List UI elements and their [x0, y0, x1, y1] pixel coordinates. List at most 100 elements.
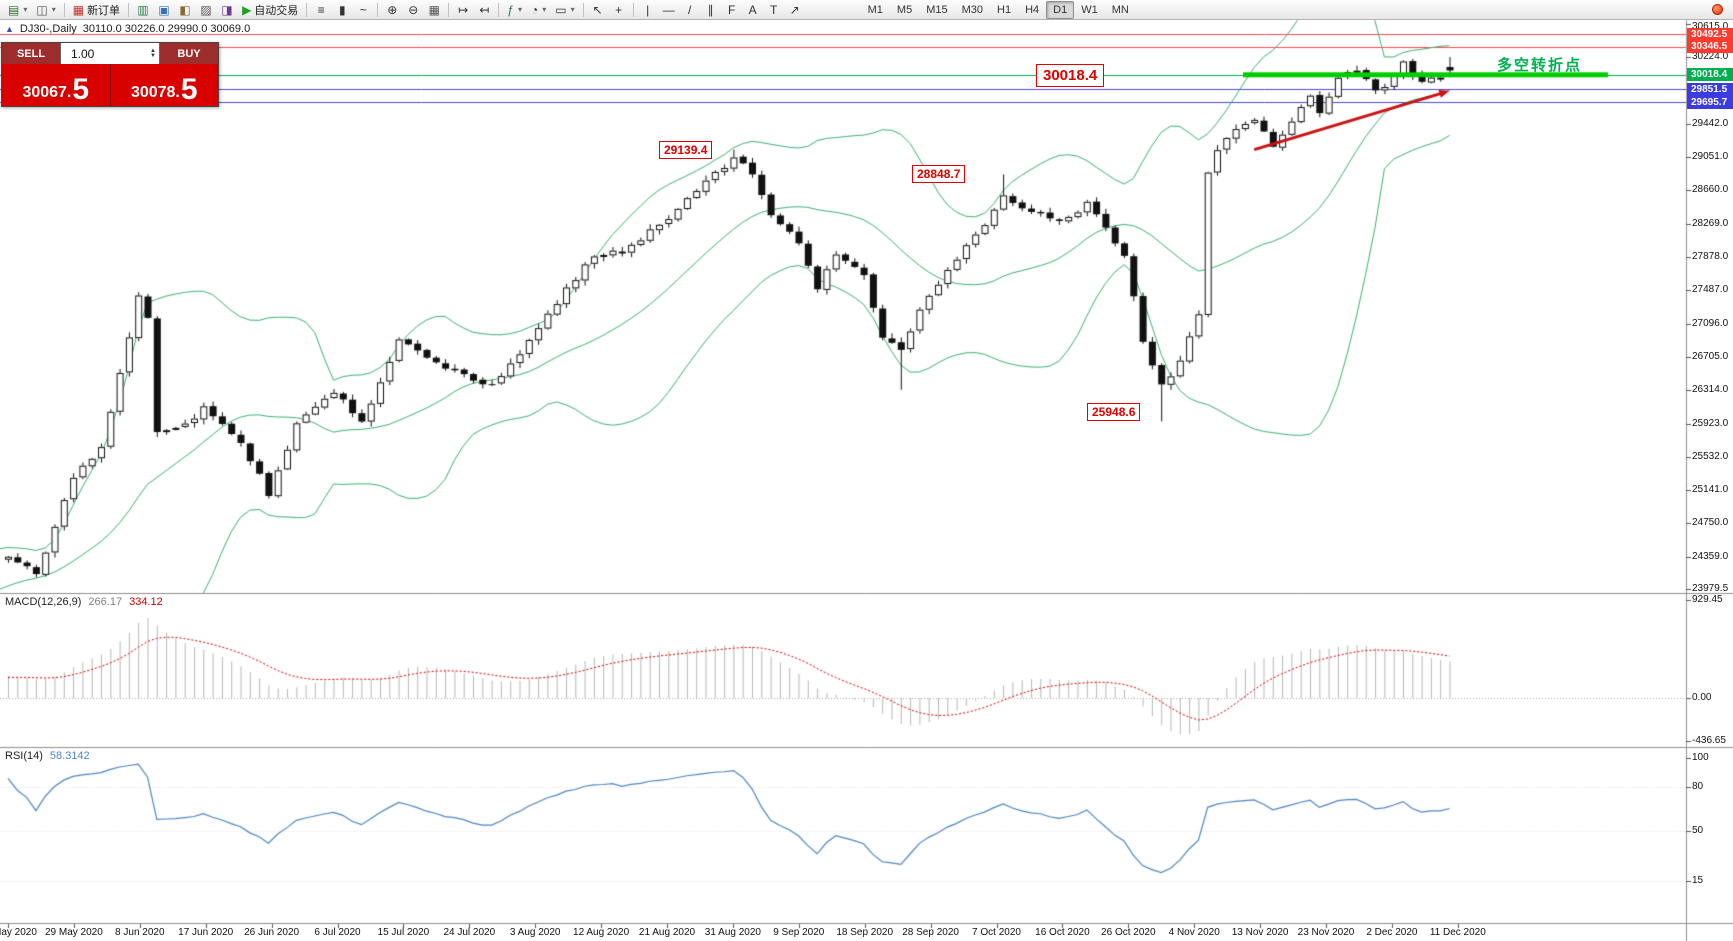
templates-button[interactable]: ▭ ▾: [551, 1, 578, 19]
indicators-button[interactable]: ƒ ▾: [503, 1, 526, 19]
toolbar-separator: [63, 2, 65, 17]
new-order-label: 新订单: [87, 4, 121, 17]
volume-field[interactable]: 1.00 ▲ ▼: [60, 43, 160, 64]
chart-shift-icon: ↤: [479, 2, 490, 17]
price-tag: 30346.5: [1687, 40, 1733, 54]
equidistant-channel-icon: ∥: [707, 2, 714, 17]
strategy-tester-button[interactable]: ◨: [217, 1, 237, 19]
timeframe-mn[interactable]: MN: [1111, 3, 1129, 16]
toolbar-separator: [448, 2, 450, 17]
terminal-icon: ▨: [200, 2, 212, 17]
trend-line-icon: /: [687, 2, 692, 17]
macd-main-value: 266.17: [88, 596, 123, 608]
periods-button[interactable]: ◔ ▾: [527, 1, 550, 19]
alert-icon[interactable]: [1712, 4, 1723, 15]
price-tag: 30018.4: [1687, 68, 1733, 82]
date-axis-label: 11 Dec 2020: [1429, 927, 1486, 938]
arrows-tool-button[interactable]: ↗: [785, 1, 805, 19]
new-chart-button[interactable]: ▤ ▾: [4, 1, 31, 19]
cursor-button[interactable]: ↖: [588, 1, 608, 19]
buy-button[interactable]: BUY: [177, 47, 201, 60]
line-chart-mode-button[interactable]: ~: [353, 1, 373, 19]
date-axis-label: 12 Aug 2020: [573, 927, 630, 938]
dropdown-caret-icon: ▾: [570, 5, 575, 14]
cursor-icon: ↖: [592, 2, 603, 17]
dropdown-caret-icon: ▾: [23, 5, 28, 14]
navigator-icon: ◧: [179, 2, 191, 17]
trend-line-button[interactable]: /: [680, 1, 700, 19]
timeframe-m1[interactable]: M1: [867, 3, 883, 16]
strategy-tester-icon: ◨: [221, 2, 233, 17]
line-chart-mode-icon: ~: [359, 2, 367, 17]
autotrading-button[interactable]: ▶ 自动交易: [238, 1, 302, 19]
timeframe-m30[interactable]: M30: [961, 3, 983, 16]
price-annotation[interactable]: 29139.4: [659, 140, 713, 159]
price-big-digit: 5: [72, 72, 90, 106]
navigator-button[interactable]: ◧: [175, 1, 195, 19]
templates-icon: ▭: [555, 2, 567, 17]
date-axis-label: 17 Jun 2020: [178, 927, 234, 938]
new-order-icon: ▦: [72, 2, 85, 17]
chart-shift-button[interactable]: ↤: [474, 1, 494, 19]
trade-panel-prices: 30067. 5 30078. 5: [2, 64, 218, 106]
zoom-in-button[interactable]: ⊕: [382, 1, 402, 19]
auto-scroll-button[interactable]: ↦: [453, 1, 473, 19]
zoom-out-button[interactable]: ⊖: [403, 1, 423, 19]
new-order-button[interactable]: ▦ 新订单: [69, 1, 124, 19]
date-axis-label: 9 Sep 2020: [773, 927, 825, 938]
timeframe-m15[interactable]: M15: [926, 3, 948, 16]
date-axis-label: 24 Jul 2020: [443, 927, 496, 938]
timeframe-d1[interactable]: D1: [1046, 0, 1075, 19]
date-axis-label: 18 Sep 2020: [836, 927, 894, 938]
timeframe-h4[interactable]: H4: [1025, 3, 1040, 16]
new-chart-icon: ▤: [8, 2, 20, 17]
toolbar-separator: [306, 2, 308, 17]
sell-button[interactable]: SELL: [16, 47, 46, 60]
profiles-button[interactable]: ◫ ▾: [32, 1, 59, 19]
equidistant-channel-button[interactable]: ∥: [701, 1, 721, 19]
axis-label: 23979.5: [1692, 583, 1729, 594]
price-annotation[interactable]: 25948.6: [1087, 403, 1141, 422]
toolbar-separator: [632, 2, 634, 17]
crosshair-button[interactable]: +: [609, 1, 629, 19]
timeframe-w1[interactable]: W1: [1081, 3, 1098, 16]
text-button[interactable]: A: [743, 1, 763, 19]
axis-label: 25923.0: [1692, 417, 1729, 429]
tile-windows-button[interactable]: ▦: [424, 1, 444, 19]
stepper-up-icon[interactable]: ▲: [150, 47, 156, 54]
timeframe-m5[interactable]: M5: [896, 3, 913, 16]
candlestick-mode-button[interactable]: ▮: [332, 1, 352, 19]
price-big-digit: 5: [180, 72, 198, 106]
bar-chart-mode-button[interactable]: ≡: [311, 1, 331, 19]
vertical-line-button[interactable]: |: [638, 1, 658, 19]
symbol-title: DJ30-,Daily: [19, 23, 77, 35]
date-axis-label: 13 Nov 2020: [1231, 927, 1289, 938]
stepper-down-icon[interactable]: ▼: [150, 52, 156, 59]
axis-label: 29051.0: [1692, 151, 1729, 163]
date-axis-label: 26 Oct 2020: [1101, 927, 1156, 938]
data-window-button[interactable]: ▣: [154, 1, 174, 19]
horizontal-line-button[interactable]: ―: [659, 1, 679, 19]
axis-label: 30224.0: [1692, 51, 1729, 63]
price-annotation[interactable]: 28848.7: [912, 165, 966, 184]
axis-label: 15: [1692, 875, 1704, 887]
dropdown-caret-icon: ▾: [51, 5, 56, 14]
fibonacci-button[interactable]: F: [722, 1, 742, 19]
axis-label: 50: [1692, 824, 1704, 836]
vertical-line-icon: |: [646, 2, 650, 17]
date-axis-label: 23 Nov 2020: [1297, 927, 1355, 938]
turning-point-label[interactable]: 多空转折点: [1497, 57, 1583, 74]
axis-label: 30615.0: [1692, 21, 1729, 32]
market-watch-button[interactable]: ▥: [133, 1, 153, 19]
axis-label: 24359.0: [1692, 550, 1729, 562]
buy-price[interactable]: 30078. 5: [109, 64, 219, 106]
text-label-button[interactable]: T: [764, 1, 784, 19]
volume-stepper[interactable]: ▲ ▼: [150, 47, 156, 59]
price-annotation[interactable]: 30018.4: [1036, 63, 1105, 87]
timeframe-h1[interactable]: H1: [997, 3, 1012, 16]
axis-label: 28660.0: [1692, 184, 1729, 196]
sell-price[interactable]: 30067. 5: [2, 64, 110, 106]
toolbar-separator: [582, 2, 584, 17]
terminal-button[interactable]: ▨: [196, 1, 216, 19]
